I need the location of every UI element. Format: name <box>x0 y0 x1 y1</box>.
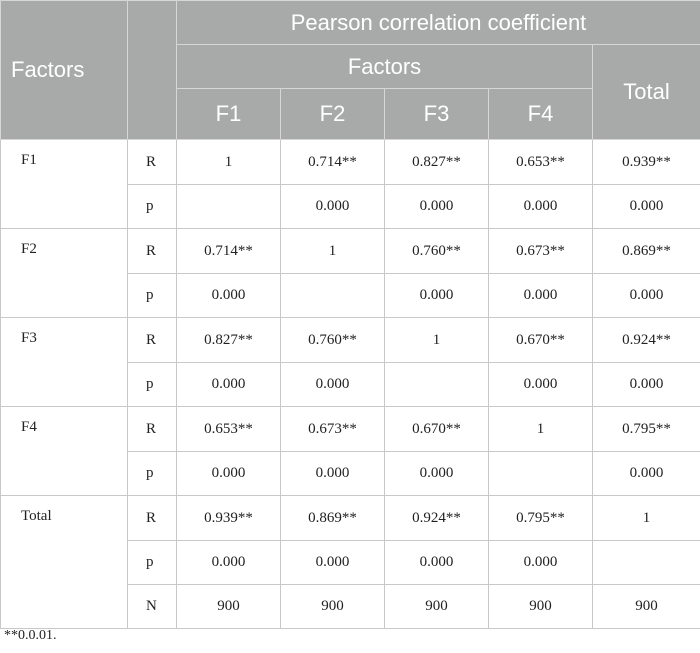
table-cell: 0.000 <box>488 540 593 585</box>
table-cell: 0.000 <box>591 273 700 318</box>
table-cell: 0.670** <box>384 406 489 452</box>
table-body: F1 R 1 0.714** 0.827** 0.653** 0.939** p 0.000 0.… <box>0 139 700 629</box>
table-cell: 0.673** <box>488 228 593 274</box>
table-row: N 900 900 900 900 900 <box>1 584 700 629</box>
table-cell: 900 <box>280 584 385 629</box>
table-cell: 0.000 <box>591 184 700 229</box>
factors-column-header: Factors <box>0 0 128 140</box>
correlation-table: Factors Pearson correlation coefficient … <box>0 0 700 629</box>
table-cell: 0.000 <box>176 273 281 318</box>
table-cell: 0.000 <box>280 362 385 407</box>
stat-label: p <box>127 273 177 318</box>
table-cell: 0.000 <box>384 273 489 318</box>
table-cell: 1 <box>384 317 489 363</box>
table-cell: 0.869** <box>280 495 385 541</box>
table-cell: 0.000 <box>384 184 489 229</box>
table-cell: 0.000 <box>176 362 281 407</box>
table-cell: 0.827** <box>384 139 489 185</box>
table-cell: 0.714** <box>280 139 385 185</box>
stat-label: R <box>127 317 177 363</box>
table-cell: 0.000 <box>488 362 593 407</box>
table-cell: 900 <box>384 584 489 629</box>
f1-header: F1 <box>176 88 281 140</box>
table-cell: 1 <box>280 228 385 274</box>
table-cell: 0.000 <box>591 362 700 407</box>
table-row: Total R 0.939** 0.869** 0.924** 0.795** 1 <box>0 495 700 629</box>
table-cell: 0.653** <box>488 139 593 185</box>
table-header: Factors Pearson correlation coefficient … <box>0 0 700 140</box>
total-header: Total <box>591 44 700 140</box>
table-cell: 0.000 <box>176 451 281 496</box>
table-cell: 900 <box>488 584 593 629</box>
table-cell: 0.000 <box>280 540 385 585</box>
table-cell: 1 <box>488 406 593 452</box>
table-row: F3 R 0.827** 0.760** 1 0.670** 0.924** <box>0 317 700 407</box>
table-cell: 0.795** <box>591 406 700 452</box>
table-row: p 0.000 0.000 0.000 0.000 <box>1 451 700 496</box>
table-cell: 0.827** <box>176 317 281 363</box>
table-cell <box>280 273 385 318</box>
table-cell: 0.000 <box>384 451 489 496</box>
table-cell: 0.795** <box>488 495 593 541</box>
table-cell: 0.000 <box>280 451 385 496</box>
table-cell: 1 <box>591 495 700 541</box>
table-cell: 0.924** <box>591 317 700 363</box>
table-row: p 0.000 0.000 0.000 0.000 <box>1 273 700 318</box>
row-factor-label: F1 <box>0 139 128 229</box>
f3-header: F3 <box>384 88 489 140</box>
row-factor-label: F4 <box>0 406 128 496</box>
table-cell: 0.000 <box>488 184 593 229</box>
row-factor-label: Total <box>0 495 128 629</box>
table-row: F4 R 0.653** 0.673** 0.670** 1 0.795** <box>0 406 700 496</box>
f4-header: F4 <box>488 88 593 140</box>
stat-label: R <box>127 495 177 541</box>
table-row: F1 R 1 0.714** 0.827** 0.653** 0.939** <box>0 139 700 229</box>
table-cell <box>176 184 281 229</box>
table-cell: 900 <box>591 584 700 629</box>
table-cell: 0.000 <box>488 273 593 318</box>
stat-label: p <box>127 362 177 407</box>
table-cell: 900 <box>176 584 281 629</box>
table-cell: 0.000 <box>384 540 489 585</box>
stat-column-header <box>127 0 177 140</box>
table-cell: 0.939** <box>591 139 700 185</box>
stat-label: p <box>127 184 177 229</box>
f2-header: F2 <box>280 88 385 140</box>
table-cell: 0.869** <box>591 228 700 274</box>
table-cell <box>488 451 593 496</box>
table-cell: 0.760** <box>384 228 489 274</box>
footnote: **0.0.01. <box>4 628 57 643</box>
table-cell: 0.653** <box>176 406 281 452</box>
table-cell: 0.000 <box>591 451 700 496</box>
table-cell <box>591 540 700 585</box>
factors-group-header: Factors <box>176 44 593 89</box>
stat-label: R <box>127 139 177 185</box>
stat-label: R <box>127 228 177 274</box>
pearson-header: Pearson correlation coefficient <box>175 0 700 45</box>
table-cell: 0.000 <box>176 540 281 585</box>
table-cell: 0.714** <box>176 228 281 274</box>
stat-label: p <box>127 540 177 585</box>
table-row: F2 R 0.714** 1 0.760** 0.673** 0.869** <box>0 228 700 318</box>
stat-label: p <box>127 451 177 496</box>
table-cell: 1 <box>176 139 281 185</box>
stat-label: R <box>127 406 177 452</box>
table-cell: 0.673** <box>280 406 385 452</box>
table-cell: 0.670** <box>488 317 593 363</box>
table-cell: 0.939** <box>176 495 281 541</box>
table-cell <box>384 362 489 407</box>
table-row: p 0.000 0.000 0.000 0.000 <box>1 184 700 229</box>
table-cell: 0.000 <box>280 184 385 229</box>
table-cell: 0.760** <box>280 317 385 363</box>
row-factor-label: F3 <box>0 317 128 407</box>
stat-label: N <box>127 584 177 629</box>
table-cell: 0.924** <box>384 495 489 541</box>
row-factor-label: F2 <box>0 228 128 318</box>
